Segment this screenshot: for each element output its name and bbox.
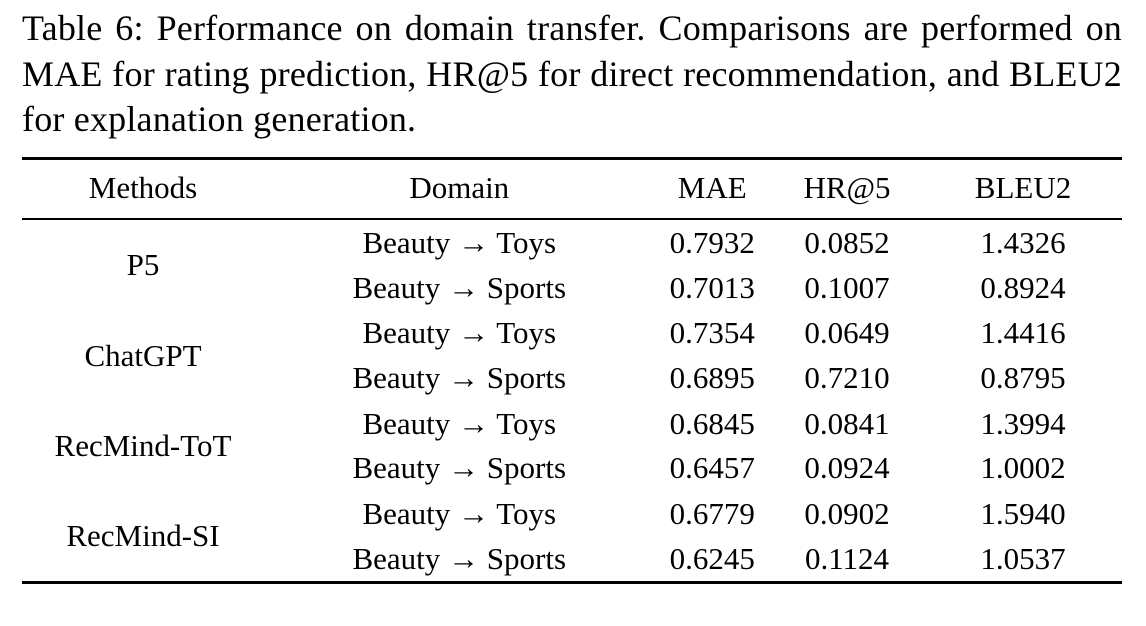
bleu2-cell: 1.4326: [980, 225, 1066, 261]
table-row: RecMind-SI Beauty → Toys 0.6779 0.0902 1…: [22, 491, 1122, 553]
method-cell: RecMind-ToT: [54, 427, 232, 463]
bleu2-cell: 1.5940: [980, 495, 1066, 531]
method-cell: P5: [126, 247, 160, 283]
hr5-cell: 0.0852: [804, 225, 890, 261]
mae-cell: 0.6245: [669, 540, 755, 576]
table-row: ChatGPT Beauty → Toys 0.7354 0.0649 1.44…: [22, 310, 1122, 372]
hr5-cell: 0.1124: [804, 540, 890, 576]
col-header-methods: Methods: [22, 158, 264, 221]
domain-cell: Beauty → Toys: [362, 495, 557, 531]
bleu2-cell: 1.0537: [980, 540, 1066, 576]
bleu2-cell: 0.8924: [980, 269, 1066, 305]
domain-cell: Beauty → Toys: [362, 405, 557, 441]
hr5-cell: 0.0841: [804, 405, 890, 441]
results-table: Methods Domain MAE HR@5 BLEU2 P5 Beauty …: [22, 157, 1122, 585]
mae-cell: 0.7354: [669, 315, 755, 351]
header-row: Methods Domain MAE HR@5 BLEU2: [22, 158, 1122, 221]
col-header-hr5: HR@5: [770, 158, 924, 221]
mae-cell: 0.6779: [669, 495, 755, 531]
col-header-mae: MAE: [654, 158, 770, 221]
col-header-domain: Domain: [264, 158, 655, 221]
bleu2-cell: 1.3994: [980, 405, 1066, 441]
method-cell: RecMind-SI: [66, 518, 220, 554]
hr5-cell: 0.0649: [804, 315, 890, 351]
col-header-bleu2: BLEU2: [924, 158, 1122, 221]
mae-cell: 0.6845: [669, 405, 755, 441]
table-caption: Table 6: Performance on domain transfer.…: [22, 8, 1122, 140]
bleu2-cell: 1.0002: [980, 450, 1066, 486]
table-row: P5 Beauty → Toys 0.7932 0.0852 1.4326: [22, 219, 1122, 282]
domain-cell: Beauty → Sports: [352, 360, 567, 396]
bleu2-cell: 0.8795: [980, 360, 1066, 396]
mae-cell: 0.6457: [669, 450, 755, 486]
method-cell: ChatGPT: [84, 337, 202, 373]
domain-cell: Beauty → Sports: [352, 540, 567, 576]
domain-cell: Beauty → Toys: [362, 315, 557, 351]
table-row: Beauty → Sports 0.6245 0.1124 1.0537: [22, 537, 1122, 583]
domain-cell: Beauty → Sports: [352, 269, 567, 305]
domain-cell: Beauty → Toys: [362, 225, 557, 261]
table-row: Beauty → Sports 0.6457 0.0924 1.0002: [22, 446, 1122, 491]
mae-cell: 0.7013: [669, 269, 755, 305]
hr5-cell: 0.0902: [804, 495, 890, 531]
hr5-cell: 0.0924: [804, 450, 890, 486]
mae-cell: 0.6895: [669, 360, 755, 396]
hr5-cell: 0.1007: [804, 269, 890, 305]
bleu2-cell: 1.4416: [980, 315, 1066, 351]
mae-cell: 0.7932: [669, 225, 755, 261]
table-row: Beauty → Sports 0.6895 0.7210 0.8795: [22, 356, 1122, 401]
table-row: RecMind-ToT Beauty → Toys 0.6845 0.0841 …: [22, 401, 1122, 463]
table-row: Beauty → Sports 0.7013 0.1007 0.8924: [22, 266, 1122, 311]
domain-cell: Beauty → Sports: [352, 450, 567, 486]
hr5-cell: 0.7210: [804, 360, 890, 396]
